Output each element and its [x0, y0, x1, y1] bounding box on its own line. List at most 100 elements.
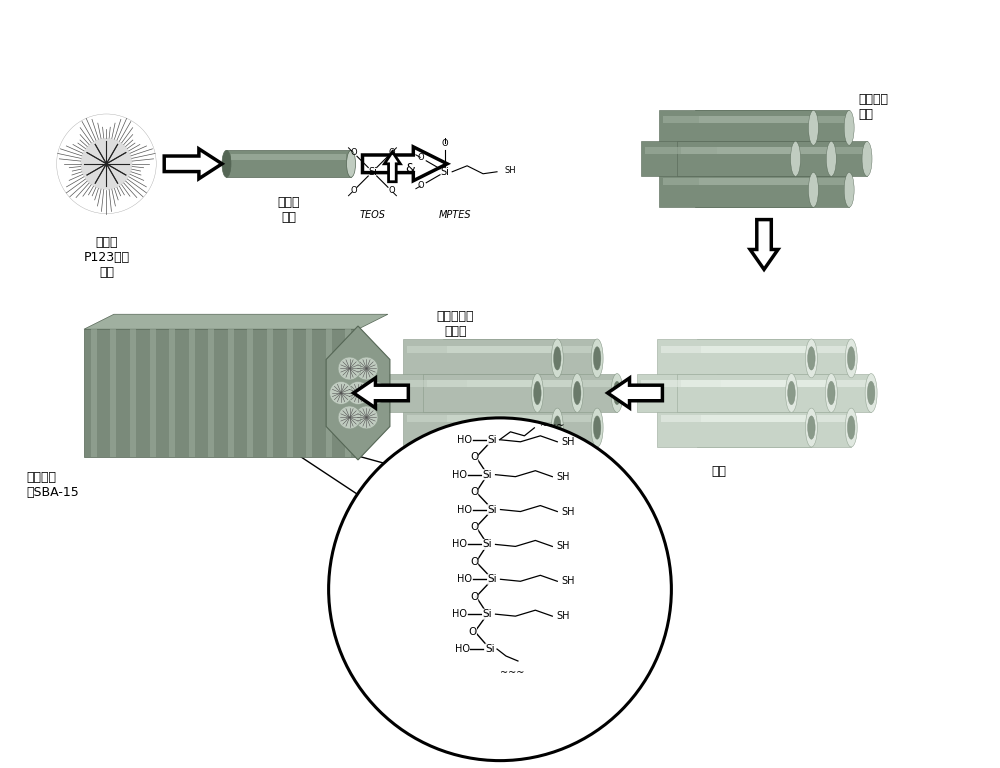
Bar — [677, 141, 831, 176]
Text: ~~~: ~~~ — [500, 668, 524, 678]
Ellipse shape — [826, 141, 836, 176]
Bar — [130, 329, 136, 457]
Polygon shape — [608, 378, 662, 408]
Circle shape — [338, 406, 361, 429]
Text: O: O — [350, 148, 357, 157]
Ellipse shape — [844, 111, 854, 145]
Polygon shape — [750, 220, 778, 270]
Ellipse shape — [571, 373, 583, 412]
Text: &: & — [405, 162, 415, 175]
Text: O: O — [418, 181, 424, 190]
Bar — [423, 373, 577, 412]
Text: Si: Si — [483, 609, 492, 619]
Bar — [659, 111, 813, 145]
Ellipse shape — [591, 408, 603, 447]
Bar — [637, 373, 791, 412]
Bar — [699, 177, 845, 184]
Polygon shape — [354, 378, 408, 408]
Circle shape — [347, 382, 369, 405]
Text: Si: Si — [488, 505, 497, 515]
Ellipse shape — [551, 339, 563, 378]
Bar — [695, 111, 849, 145]
Text: O: O — [350, 187, 357, 195]
Ellipse shape — [613, 381, 621, 405]
Ellipse shape — [611, 373, 623, 412]
Bar — [661, 415, 807, 422]
Bar — [345, 329, 351, 457]
Text: SH: SH — [561, 576, 575, 586]
Ellipse shape — [593, 416, 601, 439]
Bar — [228, 329, 234, 457]
Text: SH: SH — [561, 437, 575, 447]
Circle shape — [329, 418, 671, 760]
Bar — [407, 346, 553, 353]
Ellipse shape — [554, 416, 561, 439]
Text: HO: HO — [452, 609, 467, 619]
Bar — [267, 329, 273, 457]
Bar — [677, 373, 831, 412]
Bar — [657, 339, 811, 378]
Ellipse shape — [805, 408, 817, 447]
Bar — [721, 380, 867, 387]
Text: Si: Si — [485, 644, 495, 654]
Text: SH: SH — [556, 541, 570, 551]
Ellipse shape — [828, 381, 835, 405]
Text: Si: Si — [488, 435, 497, 445]
Bar — [403, 408, 557, 447]
Ellipse shape — [845, 408, 857, 447]
Bar — [387, 380, 533, 387]
Ellipse shape — [534, 381, 541, 405]
Bar — [326, 329, 332, 457]
Text: 六方结构
排列: 六方结构 排列 — [859, 93, 889, 121]
Text: 晶化: 晶化 — [712, 465, 727, 478]
Ellipse shape — [845, 339, 857, 378]
Text: Si: Si — [483, 470, 492, 480]
Ellipse shape — [805, 339, 817, 378]
Text: SH: SH — [556, 611, 570, 621]
Bar — [287, 329, 293, 457]
Text: O: O — [388, 148, 395, 157]
Text: Si: Si — [488, 574, 497, 584]
Polygon shape — [326, 326, 390, 460]
Ellipse shape — [573, 381, 581, 405]
Text: HO: HO — [457, 574, 472, 584]
Bar — [695, 173, 849, 207]
Ellipse shape — [862, 141, 872, 176]
Bar — [717, 373, 871, 412]
Text: O: O — [470, 557, 478, 567]
Polygon shape — [84, 314, 388, 329]
Bar — [645, 147, 792, 154]
Ellipse shape — [808, 173, 818, 207]
Text: MPTES: MPTES — [439, 210, 471, 220]
Text: TEOS: TEOS — [359, 210, 385, 220]
Ellipse shape — [593, 346, 601, 370]
Ellipse shape — [554, 346, 561, 370]
Text: HO: HO — [457, 435, 472, 445]
Bar — [657, 408, 811, 447]
Bar — [659, 173, 813, 207]
Text: HO: HO — [455, 644, 470, 654]
Bar — [110, 329, 116, 457]
Circle shape — [364, 382, 386, 405]
Bar — [91, 329, 97, 457]
Ellipse shape — [847, 416, 855, 439]
Text: 水解的
P123形成
胶束: 水解的 P123形成 胶束 — [83, 236, 129, 279]
Bar — [407, 415, 553, 422]
Bar — [463, 373, 617, 412]
Bar — [226, 151, 351, 177]
Text: HO: HO — [452, 470, 467, 480]
Text: O: O — [469, 627, 477, 637]
Bar — [383, 373, 537, 412]
Bar — [663, 177, 809, 184]
Ellipse shape — [551, 408, 563, 447]
Text: HO: HO — [457, 505, 472, 515]
Text: 聚集成
棒状: 聚集成 棒状 — [278, 196, 300, 223]
Bar — [661, 346, 807, 353]
Text: O: O — [442, 139, 449, 148]
Bar — [663, 115, 809, 123]
Bar — [443, 339, 597, 378]
Text: ~~~: ~~~ — [540, 421, 565, 431]
Bar — [701, 415, 847, 422]
Bar — [697, 339, 851, 378]
Text: SH: SH — [556, 472, 570, 482]
